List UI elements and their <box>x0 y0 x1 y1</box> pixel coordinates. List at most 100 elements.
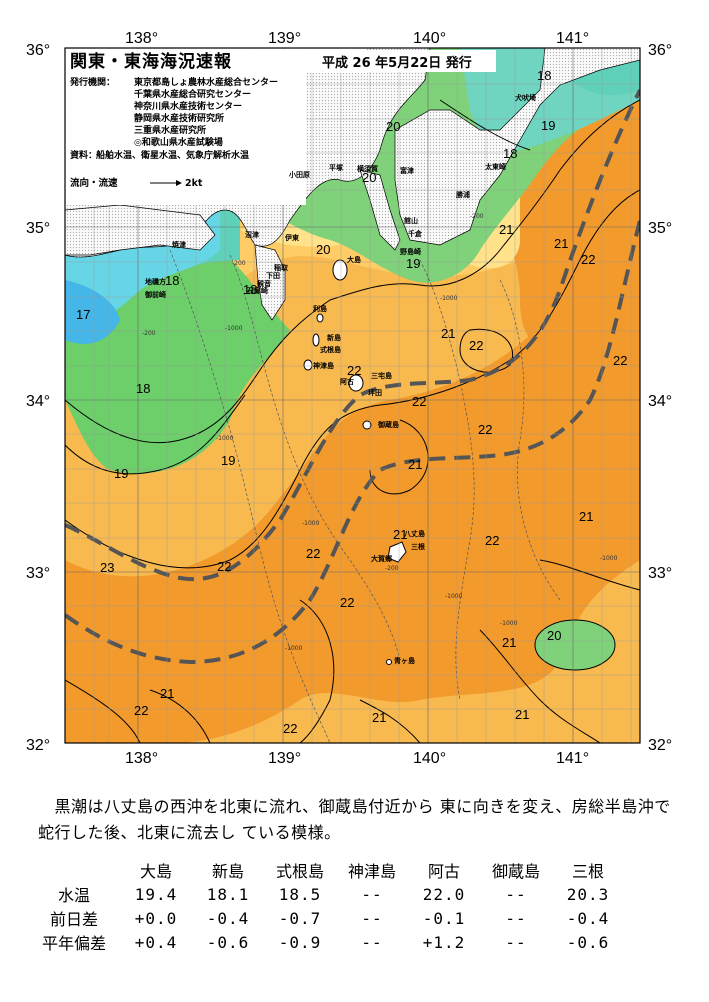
isotherm-label: 22 <box>613 353 627 368</box>
table-column-header: 阿古 <box>427 862 460 881</box>
place-label: 富津 <box>400 166 414 175</box>
table-cell: -0.4 <box>206 908 250 928</box>
lon-label: 138° <box>125 750 158 767</box>
isotherm-label: 19 <box>541 118 555 133</box>
issuer-item: 千葉県水産総合研究センター <box>134 88 251 100</box>
isotherm-label: 22 <box>412 394 426 409</box>
isotherm-label: 17 <box>76 307 90 322</box>
table-cell: -- <box>361 908 383 928</box>
issuer-box <box>66 73 306 205</box>
place-label: 阿古 <box>340 377 354 386</box>
isotherm-label: 19 <box>114 466 128 481</box>
table-column-header: 三根 <box>571 862 604 881</box>
isotherm-label: 22 <box>478 422 492 437</box>
issuer-item: 神奈川県水産技術センター <box>134 100 242 112</box>
table-row: 平年偏差 +0.4 -0.6 -0.9 -- +1.2 -- -0.6 <box>28 930 624 954</box>
lon-label: 140° <box>413 30 446 47</box>
sea-temperature-map: 138° 139° 140° 141° 138° 139° 140° 141° … <box>26 30 672 767</box>
lat-label: 36° <box>26 42 50 59</box>
sources-label: 資料： <box>70 149 97 161</box>
flow-arrowhead-icon <box>176 180 182 186</box>
depth-label: -1000 <box>445 593 463 600</box>
issued-box <box>316 50 496 72</box>
place-label: 地磯方 <box>145 277 166 286</box>
issuer-item: ◎和歌山県水産試験場 <box>134 136 223 148</box>
table-cell: +0.0 <box>134 908 178 928</box>
islands <box>303 259 407 665</box>
table-cell: 18.1 <box>206 884 250 904</box>
place-labels: 犬吠埼 太東崎 勝浦 野島崎 横須賀 平塚 小田原 館山 千倉 富津 大島 利島… <box>144 93 536 665</box>
place-label: 小田原 <box>288 170 310 179</box>
isotherm-label: 23 <box>100 560 114 575</box>
place-label: 石廊崎 <box>246 286 268 295</box>
isotherm-label: 22 <box>581 252 595 267</box>
depth-label: -1000 <box>500 620 518 627</box>
place-label: 観音 <box>257 279 271 288</box>
isotherm-label: 18 <box>165 273 179 288</box>
isotherm-label: 21 <box>372 710 386 725</box>
isotherm-label: 22 <box>283 721 297 736</box>
row-label: 平年偏差 <box>41 934 106 953</box>
issuer-item: 静岡県水産技術研究所 <box>134 112 224 124</box>
place-label: 御蔵島 <box>377 420 399 429</box>
place-label: 焼津 <box>172 240 186 249</box>
isotherm-label: 18 <box>503 146 517 161</box>
depth-label: -200 <box>232 260 246 267</box>
kuroshio-axis <box>65 89 640 665</box>
place-label: 青ヶ島 <box>394 656 415 665</box>
lon-label: 140° <box>413 750 446 767</box>
isotherm-label: 22 <box>485 533 499 548</box>
place-label: 三宅島 <box>371 371 392 380</box>
table-cell: 19.4 <box>134 884 178 904</box>
lon-label: 139° <box>268 750 301 767</box>
sources-text: 船舶水温、衛星水温、気象庁解析水温 <box>96 149 249 161</box>
table-column-header: 御蔵島 <box>491 862 540 881</box>
isotherm-label: 22 <box>217 559 231 574</box>
lat-label: 33° <box>648 565 672 582</box>
place-label: 犬吠埼 <box>515 93 536 102</box>
isotherm-label: 22 <box>469 338 483 353</box>
table-cell: -0.6 <box>566 932 610 952</box>
place-label: 太東崎 <box>485 162 506 171</box>
issuer-item: 東京都島しょ農林水産総合センター <box>134 76 278 88</box>
place-label: 伊東 <box>284 233 300 242</box>
isotherm-label: 21 <box>408 457 422 472</box>
isotherm-label: 21 <box>515 707 529 722</box>
isotherm-label: 21 <box>441 326 455 341</box>
isotherm-label: 21 <box>502 635 516 650</box>
place-label: 御前崎 <box>144 290 166 299</box>
place-label: 式根島 <box>320 345 341 354</box>
isotherm-label: 18 <box>136 381 150 396</box>
issuer-label: 発行機関： <box>69 76 115 88</box>
row-label: 前日差 <box>49 910 98 929</box>
isotherm-label: 19 <box>221 453 235 468</box>
isotherm-label: 19 <box>406 256 420 271</box>
table-row: 水温 19.4 18.1 18.5 -- 22.0 -- 20.3 <box>28 882 624 906</box>
depth-label: -1000 <box>216 435 234 442</box>
table-cell: -- <box>505 908 527 928</box>
depth-label: -1000 <box>440 295 458 302</box>
depth-label: -200 <box>142 330 156 337</box>
lat-label: 33° <box>26 565 50 582</box>
table-cell: -0.6 <box>206 932 250 952</box>
table-cell: 22.0 <box>422 884 466 904</box>
isotherm-label: 21 <box>160 686 174 701</box>
table-cell: -0.4 <box>566 908 610 928</box>
table-row: 前日差 +0.0 -0.4 -0.7 -- -0.1 -- -0.4 <box>28 906 624 930</box>
depth-label: -1000 <box>225 325 243 332</box>
isotherm-labels: 18 20 19 18 20 21 22 22 19 20 18 18 17 1… <box>76 68 627 736</box>
place-label: 下田 <box>266 272 280 280</box>
depth-label: -1000 <box>302 520 320 527</box>
table-cell: -- <box>361 932 383 952</box>
isotherm-label: 20 <box>386 119 400 134</box>
lat-label: 32° <box>648 737 672 754</box>
place-label: 神津島 <box>313 361 334 370</box>
map-title: 関東・東海海況速報 <box>70 51 232 72</box>
place-label: 勝浦 <box>456 190 470 199</box>
lat-label: 34° <box>26 393 50 410</box>
table-column-header: 神津島 <box>347 862 396 881</box>
place-label: 平塚 <box>329 163 343 172</box>
flow-scale: 2kt <box>185 178 203 189</box>
depth-label: -200 <box>470 213 484 220</box>
row-label: 水温 <box>57 886 90 905</box>
